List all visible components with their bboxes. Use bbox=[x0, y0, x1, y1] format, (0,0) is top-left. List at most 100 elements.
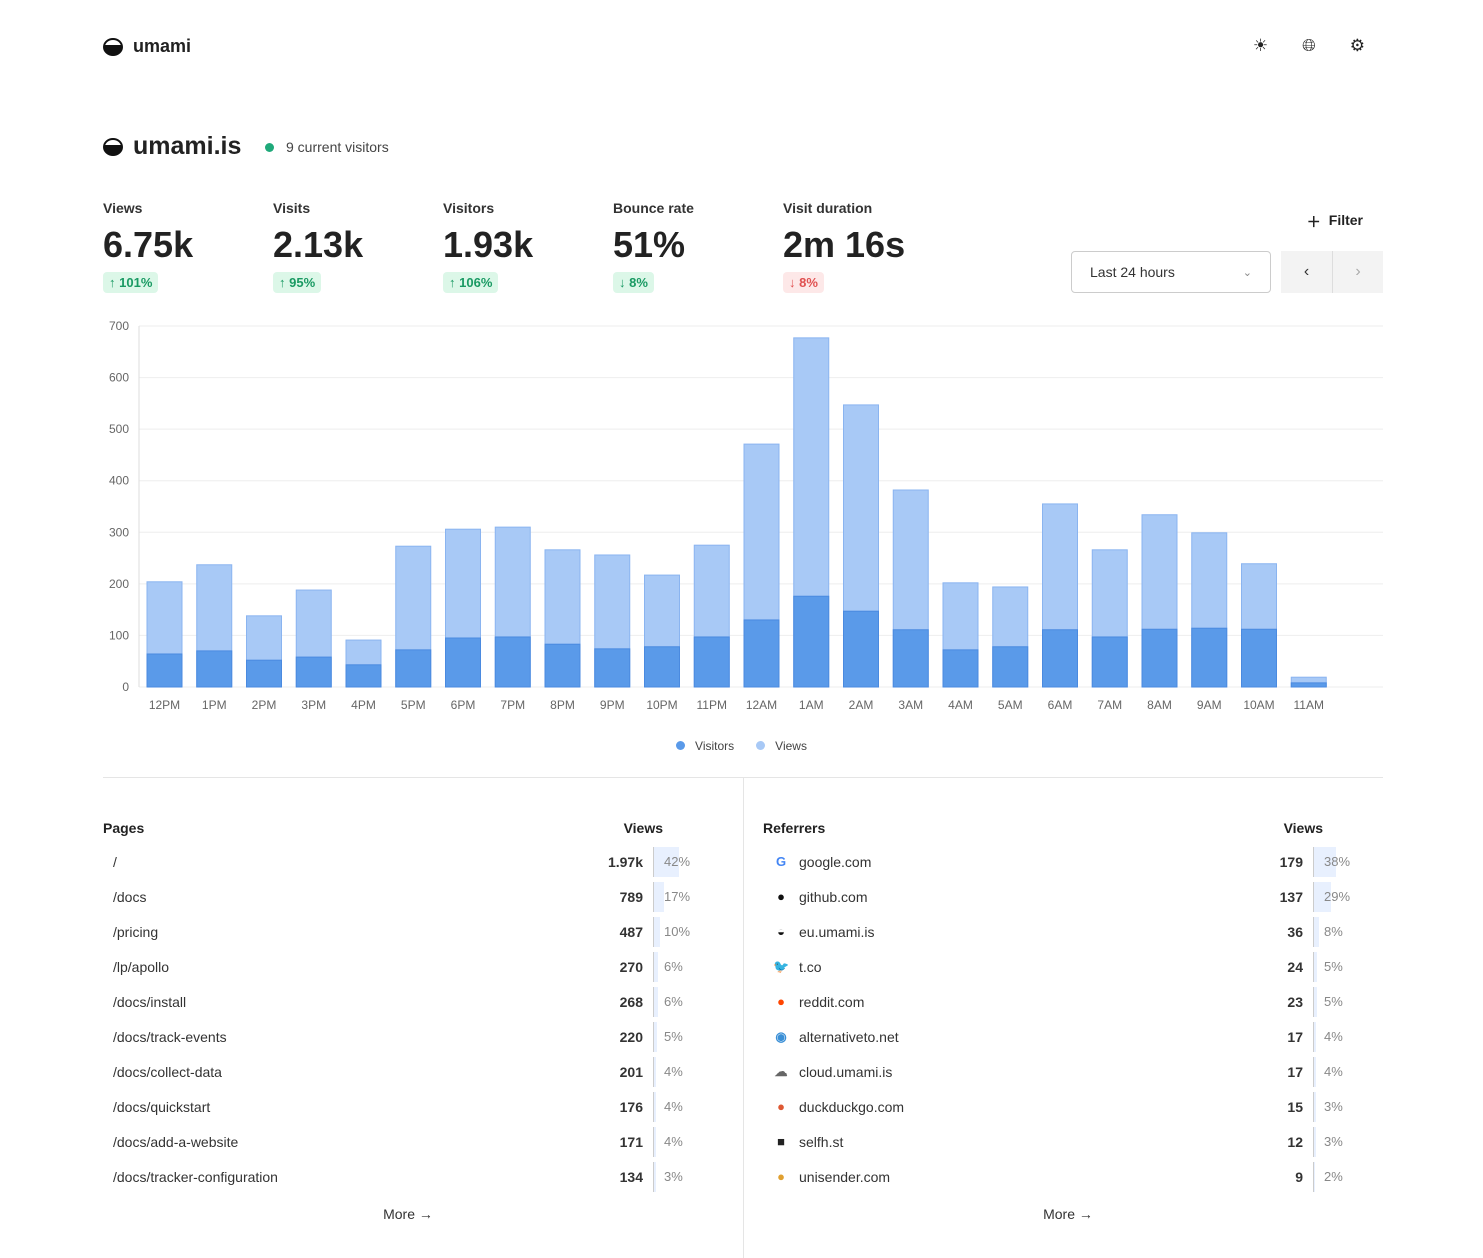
table-row[interactable]: /docs/install 268 6% bbox=[103, 984, 713, 1019]
divider bbox=[103, 777, 1383, 778]
legend-visitors[interactable]: Visitors bbox=[676, 739, 734, 753]
metric-label: Visitors bbox=[443, 200, 495, 216]
bar-visitors bbox=[1141, 628, 1178, 688]
metric-label: Visits bbox=[273, 200, 311, 216]
row-value: 176 bbox=[619, 1098, 643, 1115]
row-label: selfh.st bbox=[799, 1133, 844, 1150]
next-period-button[interactable]: › bbox=[1332, 251, 1383, 293]
table-row[interactable]: /docs/tracker-configuration 134 3% bbox=[103, 1159, 713, 1194]
y-tick-label: 400 bbox=[109, 474, 129, 488]
filter-label: Filter bbox=[1328, 212, 1363, 228]
metric-0: Views 6.75k ↑ 101% bbox=[103, 200, 273, 293]
date-range-select[interactable]: Last 24 hours ⌄ bbox=[1071, 251, 1271, 293]
gear-icon[interactable]: ⚙ bbox=[1349, 36, 1365, 55]
metric-label: Visit duration bbox=[783, 200, 873, 216]
x-tick-label: 11PM bbox=[697, 698, 727, 712]
table-row[interactable]: /docs 789 17% bbox=[103, 879, 713, 914]
bar-visitors bbox=[1191, 627, 1228, 688]
row-label: /docs/quickstart bbox=[113, 1098, 211, 1115]
metric-change-badge: ↑ 101% bbox=[103, 272, 159, 293]
bar-visitors bbox=[1091, 636, 1128, 688]
table-row[interactable]: /docs/collect-data 201 4% bbox=[103, 1054, 713, 1089]
row-value: 1.97k bbox=[607, 853, 643, 870]
x-tick-label: 5AM bbox=[998, 698, 1023, 712]
table-row[interactable]: 🐦 t.co 24 5% bbox=[763, 949, 1373, 984]
table-row[interactable]: ■ selfh.st 12 3% bbox=[763, 1124, 1373, 1159]
x-tick-label: 8AM bbox=[1147, 698, 1172, 712]
table-row[interactable]: /lp/apollo 270 6% bbox=[103, 949, 713, 984]
row-label: /docs/collect-data bbox=[113, 1063, 222, 1080]
row-percent: 10% bbox=[653, 916, 713, 947]
live-visitors: 9 current visitors bbox=[265, 139, 389, 155]
globe-icon[interactable]: 🌐︎ bbox=[1302, 36, 1316, 55]
row-percent: 5% bbox=[1313, 951, 1373, 982]
y-tick-label: 200 bbox=[109, 577, 129, 591]
row-label: github.com bbox=[799, 888, 868, 905]
filter-button[interactable]: ＋ Filter bbox=[1307, 212, 1363, 232]
row-value: 137 bbox=[1279, 888, 1303, 905]
bar-visitors bbox=[196, 650, 233, 688]
table-row[interactable]: /docs/quickstart 176 4% bbox=[103, 1089, 713, 1124]
site-title: umami.is bbox=[103, 132, 241, 161]
bar-visitors bbox=[693, 636, 730, 688]
y-tick-label: 0 bbox=[122, 680, 129, 694]
google-icon: G bbox=[775, 854, 787, 869]
bar-visitors bbox=[1241, 628, 1277, 688]
row-label: /docs/tracker-configuration bbox=[113, 1168, 278, 1185]
table-row[interactable]: /docs/add-a-website 171 4% bbox=[103, 1124, 713, 1159]
bar-visitors bbox=[544, 643, 581, 688]
row-value: 268 bbox=[619, 993, 643, 1010]
row-value: 789 bbox=[619, 888, 643, 905]
row-percent: 2% bbox=[1313, 1161, 1373, 1192]
x-tick-label: 1PM bbox=[202, 698, 227, 712]
metric-value: 6.75k bbox=[103, 224, 194, 265]
table-row[interactable]: ● reddit.com 23 5% bbox=[763, 984, 1373, 1019]
row-value: 270 bbox=[619, 958, 643, 975]
row-percent: 4% bbox=[653, 1056, 713, 1087]
pages-more-button[interactable]: More → bbox=[383, 1206, 433, 1222]
table-row[interactable]: ● duckduckgo.com 15 3% bbox=[763, 1089, 1373, 1124]
legend-views[interactable]: Views bbox=[756, 739, 807, 753]
pageviews-chart: 0 100 200 300 400 500 600 700 12PM 1PM 2PM 3PM 4PM 5P… bbox=[109, 319, 1383, 712]
bar-visitors bbox=[594, 648, 631, 688]
divider bbox=[743, 778, 744, 1258]
table-row[interactable]: / 1.97k 42% bbox=[103, 844, 713, 879]
referrers-views-header: Views bbox=[1283, 820, 1323, 836]
row-value: 15 bbox=[1287, 1098, 1303, 1115]
referrers-more-button[interactable]: More → bbox=[1043, 1206, 1093, 1222]
table-row[interactable]: ◒ eu.umami.is 36 8% bbox=[763, 914, 1373, 949]
bar-visitors bbox=[743, 619, 780, 688]
metric-4: Visit duration 2m 16s ↓ 8% bbox=[783, 200, 953, 293]
app-logo[interactable]: umami bbox=[103, 36, 191, 57]
plus-icon: ＋ bbox=[1306, 214, 1321, 230]
row-label: eu.umami.is bbox=[799, 923, 875, 940]
alternativeto-icon: ◉ bbox=[775, 1028, 787, 1044]
table-row[interactable]: ☁ cloud.umami.is 17 4% bbox=[763, 1054, 1373, 1089]
row-percent: 3% bbox=[653, 1161, 713, 1192]
selfhst-icon: ■ bbox=[777, 1134, 785, 1149]
table-row[interactable]: ● unisender.com 9 2% bbox=[763, 1159, 1373, 1194]
live-text: 9 current visitors bbox=[286, 139, 389, 155]
bar-visitors bbox=[345, 664, 382, 688]
x-tick-label: 10AM bbox=[1243, 698, 1274, 712]
sun-icon[interactable]: ☀ bbox=[1252, 36, 1269, 55]
bar-visitors bbox=[295, 656, 332, 688]
metric-label: Views bbox=[103, 200, 143, 216]
row-percent: 29% bbox=[1313, 881, 1373, 912]
bar-visitors bbox=[494, 636, 531, 688]
row-percent: 5% bbox=[1313, 986, 1373, 1017]
table-row[interactable]: ◉ alternativeto.net 17 4% bbox=[763, 1019, 1373, 1054]
bar-visitors bbox=[942, 649, 979, 688]
metric-2: Visitors 1.93k ↑ 106% bbox=[443, 200, 613, 293]
table-row[interactable]: /docs/track-events 220 5% bbox=[103, 1019, 713, 1054]
table-row[interactable]: ● github.com 137 29% bbox=[763, 879, 1373, 914]
github-icon: ● bbox=[777, 889, 785, 904]
x-tick-label: 9AM bbox=[1197, 698, 1222, 712]
previous-period-button[interactable]: ‹ bbox=[1281, 251, 1332, 293]
x-tick-label: 5PM bbox=[401, 698, 426, 712]
table-row[interactable]: /pricing 487 10% bbox=[103, 914, 713, 949]
row-label: /docs/add-a-website bbox=[113, 1133, 239, 1150]
umami-icon: ◒ bbox=[777, 924, 785, 939]
